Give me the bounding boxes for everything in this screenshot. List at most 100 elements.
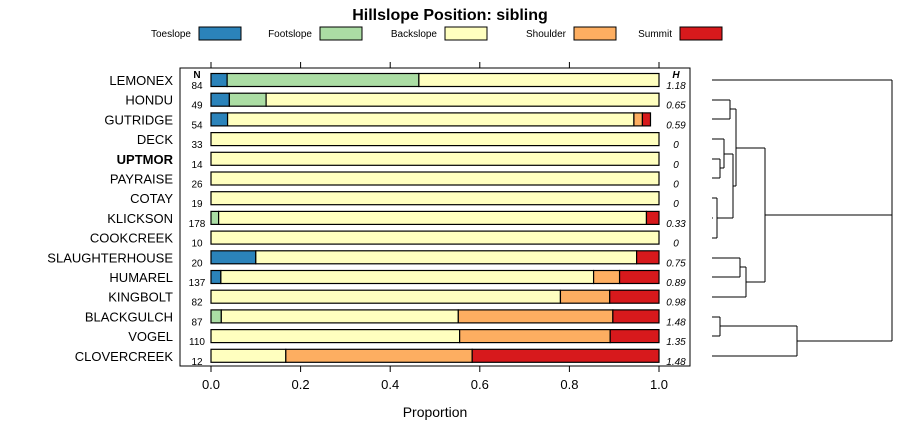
bar-segment-summit: [609, 289, 660, 304]
bar-segment-summit: [612, 309, 660, 324]
bar-segment-summit: [618, 269, 660, 285]
bar-segment-shoulder: [457, 309, 614, 324]
bar-row-blackgulch: BLACKGULCH 87 1.48: [85, 309, 686, 328]
bar-row-hondu: HONDU 49 0.65: [125, 92, 686, 112]
n-value: 12: [191, 357, 203, 368]
bar-segment-backslope: [210, 191, 660, 206]
bar-row-kingbolt: KINGBOLT 82 0.98: [108, 289, 686, 309]
category-label: SLAUGHTERHOUSE: [47, 250, 173, 265]
legend-label-summit: Summit: [638, 29, 672, 40]
legend-swatch-backslope: [444, 26, 488, 41]
x-tick-label: 1.0: [650, 377, 668, 392]
h-value: 0: [673, 199, 679, 210]
h-value: 0.98: [666, 298, 686, 309]
bar-segment-summit: [635, 250, 660, 265]
bar-segment-summit: [609, 329, 660, 344]
bar-segment-summit: [471, 348, 660, 363]
legend-swatch-summit: [679, 26, 723, 41]
bar-row-cotay: COTAY 19 0: [130, 191, 679, 210]
h-value: 0.65: [666, 101, 686, 112]
x-axis: 0.0 0.2 0.4 0.6 0.8 1.0: [202, 62, 668, 392]
category-label: COTAY: [130, 191, 173, 206]
category-label: UPTMOR: [117, 152, 174, 167]
category-label: BLACKGULCH: [85, 309, 173, 324]
category-label: HUMAREL: [109, 270, 173, 285]
n-value: 26: [191, 180, 203, 191]
legend-swatch-shoulder: [573, 26, 617, 41]
chart-title: Hillslope Position: sibling: [352, 7, 548, 24]
bar-segment-shoulder: [633, 112, 644, 127]
n-value: 33: [191, 140, 203, 151]
bar-segment-backslope: [255, 250, 638, 265]
bar-segment-footslope: [226, 72, 420, 88]
bar-segment-footslope: [228, 92, 267, 107]
legend: Toeslope Footslope Backslope Shoulder Summit: [151, 26, 723, 41]
bar-segment-toeslope: [210, 250, 257, 265]
n-value: 20: [191, 258, 203, 269]
bar-segment-toeslope: [210, 72, 228, 88]
bar-row-lemonex: LEMONEX 84 1.18: [109, 72, 686, 92]
category-label: KINGBOLT: [108, 290, 173, 305]
h-value: 0.89: [666, 278, 686, 289]
category-label: KLICKSON: [107, 211, 173, 226]
n-value: 19: [191, 199, 203, 210]
bar-segment-backslope: [210, 230, 660, 245]
h-value: 0.33: [666, 219, 686, 230]
bar-segment-summit: [641, 112, 652, 127]
bar-segment-toeslope: [210, 112, 229, 127]
h-value: 1.48: [666, 357, 686, 368]
h-value: 0: [673, 140, 679, 151]
n-value: 84: [191, 81, 203, 92]
bar-row-payraise: PAYRAISE 26 0: [110, 171, 679, 191]
bar-segment-backslope: [226, 112, 635, 127]
bar-row-uptmor: UPTMOR 14 0: [117, 151, 679, 171]
category-label: PAYRAISE: [110, 172, 173, 187]
bar-segment-backslope: [220, 309, 459, 324]
n-header: N: [193, 70, 200, 81]
bar-row-deck: DECK 33 0: [137, 132, 679, 151]
n-value: 87: [191, 317, 203, 328]
category-label: HONDU: [125, 93, 173, 108]
bar-segment-backslope: [210, 289, 562, 304]
category-label: COOKCREEK: [90, 231, 173, 246]
bar-segment-summit: [645, 210, 660, 225]
h-value: 0.75: [666, 258, 686, 269]
legend-label-footslope: Footslope: [268, 29, 312, 40]
n-value: 82: [191, 298, 203, 309]
category-label: GUTRIDGE: [104, 112, 173, 127]
bar-segment-backslope: [218, 210, 648, 225]
x-axis-title: Proportion: [403, 404, 468, 420]
x-tick-label: 0.2: [292, 377, 310, 392]
category-label: LEMONEX: [109, 73, 173, 88]
bar-segment-backslope: [220, 269, 595, 285]
x-tick-label: 0.8: [560, 377, 578, 392]
h-value: 1.35: [666, 337, 686, 348]
bar-row-clovercreek: CLOVERCREEK 12 1.48: [75, 348, 686, 368]
bar-segment-shoulder: [559, 289, 611, 304]
bar-segment-shoulder: [459, 329, 611, 344]
h-value: 0: [673, 160, 679, 171]
bar-segment-shoulder: [285, 348, 473, 363]
n-value: 110: [189, 337, 205, 348]
bar-segment-backslope: [418, 72, 660, 88]
bar-segment-footslope: [210, 210, 220, 225]
plot-frame: [179, 67, 691, 367]
bar-segment-backslope: [210, 132, 660, 147]
h-value: 1.18: [666, 81, 686, 92]
legend-swatch-footslope: [319, 26, 363, 41]
bar-segment-backslope: [210, 171, 660, 186]
h-header: H: [672, 70, 680, 81]
bar-row-klickson: KLICKSON 178 0.33: [107, 210, 686, 230]
x-tick-label: 0.4: [381, 377, 399, 392]
legend-label-shoulder: Shoulder: [526, 29, 567, 40]
category-label: CLOVERCREEK: [75, 349, 174, 364]
dendrogram: [712, 79, 893, 357]
bar-row-humarel: HUMAREL 137 0.89: [109, 269, 686, 289]
category-label: DECK: [137, 132, 173, 147]
bar-segment-footslope: [210, 309, 222, 324]
n-value: 178: [189, 219, 206, 230]
bar-segment-backslope: [265, 92, 660, 107]
n-value: 10: [191, 239, 203, 250]
